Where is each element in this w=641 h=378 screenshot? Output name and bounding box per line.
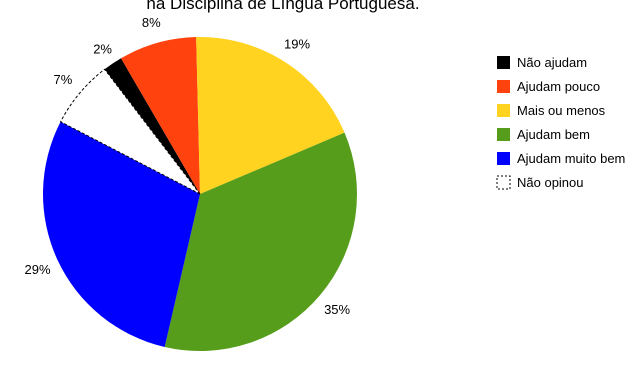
legend-swatch-n-o-opinou [496,175,511,190]
pie-label-ajudam-muito-bem: 29% [24,262,50,277]
pie-label-ajudam-pouco: 8% [142,15,161,30]
legend-label-n-o-opinou: Não opinou [517,175,584,190]
legend: Não ajudam Ajudam pouco Mais ou menos Ajuda… [496,55,625,190]
legend-label-n-o-ajudam: Não ajudam [517,55,587,70]
pie-label-mais-ou-menos: 19% [284,37,310,52]
pie-label-ajudam-bem: 35% [324,302,350,317]
pie-slice-ajudam-pouco [121,37,200,194]
legend-label-ajudam-bem: Ajudam bem [517,127,590,142]
pie-slice-n-o-opinou [59,68,201,195]
pie-slice-n-o-ajudam [104,58,200,195]
pie-label-n-o-ajudam: 2% [93,42,112,57]
legend-swatch-ajudam-bem [497,128,510,141]
pie-label-n-o-opinou: 7% [54,72,73,87]
chart-title: na Disciplina de Língua Portuguesa. [146,0,419,13]
legend-label-mais-ou-menos: Mais ou menos [517,103,606,118]
legend-swatch-ajudam-pouco [497,80,510,93]
legend-swatch-n-o-ajudam [497,56,510,69]
legend-label-ajudam-muito-bem: Ajudam muito bem [517,151,625,166]
legend-swatch-mais-ou-menos [497,104,510,117]
pie-slice-ajudam-bem [164,132,358,352]
pie-labels: 2% 8% 19% 35% 29% 7% [24,15,350,317]
pie-slice-mais-ou-menos [196,37,345,195]
pie-slices [42,37,358,352]
legend-swatch-ajudam-muito-bem [497,152,510,165]
legend-label-ajudam-pouco: Ajudam pouco [517,79,600,94]
pie-slice-ajudam-muito-bem [42,121,200,347]
